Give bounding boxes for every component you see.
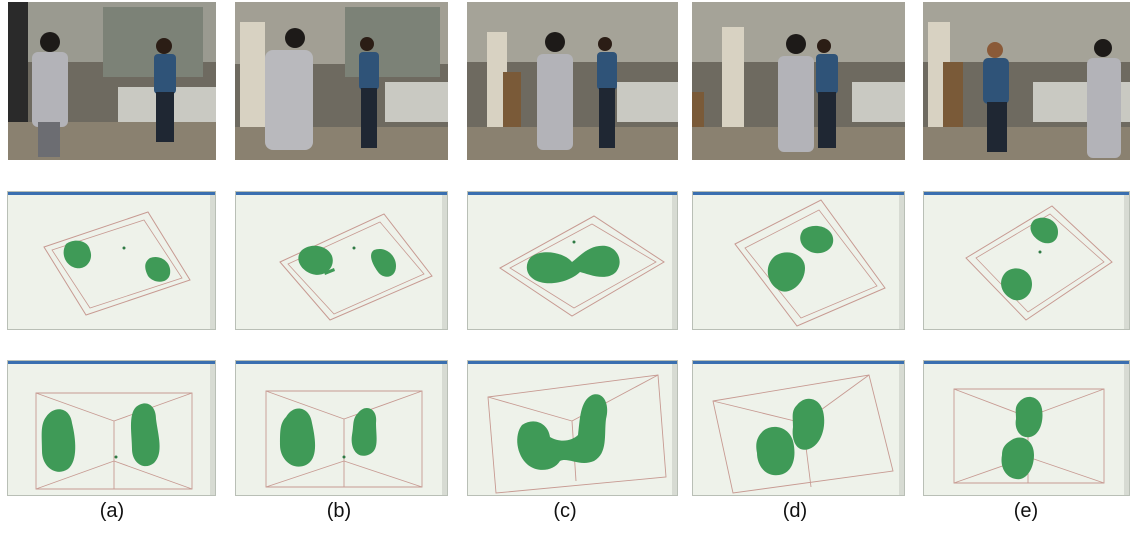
centroid-point [352,246,356,250]
bounding-box-inner [287,221,425,315]
perspective-e [923,360,1130,496]
window-scrollbar [899,364,904,495]
topview-a [7,191,216,330]
window-titlebar [468,192,677,195]
window-scrollbar [1124,364,1129,495]
person-blob [792,398,825,450]
photo-c [467,2,678,160]
perspective-a-plot [35,392,193,490]
photo-c-scene [467,2,678,160]
centroid-point [1038,250,1042,254]
caption-d: (d) [782,500,808,522]
window-scrollbar [899,195,904,329]
person-blob [1001,268,1032,301]
person-blob [371,248,396,277]
perspective-a [7,360,216,496]
caption-e: (e) [1013,500,1039,522]
topview-b-plot [279,213,433,321]
perspective-b-plot [265,390,423,488]
bounding-box-inner [509,223,657,309]
perspective-e-plot [953,388,1105,484]
topview-c [467,191,678,330]
person-blob [756,426,795,476]
window-scrollbar [210,195,215,329]
person-blob [145,256,171,282]
bounding-cube [265,390,423,488]
photo-b-scene [235,2,448,160]
window-titlebar [236,192,447,195]
perspective-d [692,360,905,496]
bounding-box [499,215,665,317]
person-blob [1015,396,1043,438]
person-blob [1001,437,1034,480]
topview-c-plot [499,215,665,317]
window-titlebar [924,361,1129,364]
photo-b [235,2,448,160]
window-titlebar [468,361,677,364]
centroid-point [342,455,346,459]
photo-d-scene [692,2,905,160]
bounding-box-inner [51,219,183,309]
topview-e-plot [965,205,1113,321]
window-scrollbar [672,195,677,329]
person-blob [280,408,316,467]
person-blob [800,225,834,254]
bounding-box [965,205,1113,321]
person-blob [298,245,333,275]
topview-d [692,191,905,330]
person-blob [351,408,377,456]
caption-b: (b) [326,500,352,522]
person-blob [526,245,620,284]
window-scrollbar [1124,195,1129,329]
perspective-c-plot [487,374,667,494]
window-titlebar [236,361,447,364]
window-scrollbar [442,364,447,495]
window-titlebar [693,361,904,364]
person-blob [41,409,76,472]
caption-a: (a) [99,500,125,522]
window-titlebar [8,192,215,195]
person-blob [63,240,92,269]
window-titlebar [924,192,1129,195]
topview-e [923,191,1130,330]
person-blob [517,394,608,470]
photo-a-scene [8,2,216,160]
centroid-point [114,455,118,459]
caption-c: (c) [553,500,577,522]
person-blob [1030,217,1058,244]
bounding-cube [35,392,193,490]
photo-a [8,2,216,160]
bounding-cube [487,374,667,494]
bounding-box-inner [744,209,878,319]
photo-d [692,2,905,160]
person-blob [131,403,160,467]
perspective-d-plot [712,374,894,494]
bounding-box [279,213,433,321]
bounding-box [734,199,886,327]
perspective-b [235,360,448,496]
window-scrollbar [210,364,215,495]
centroid-point [122,246,126,250]
window-scrollbar [672,364,677,495]
person-blob [324,268,335,275]
photo-e-scene [923,2,1130,160]
window-titlebar [8,361,215,364]
perspective-c [467,360,678,496]
person-blob [767,252,805,292]
bounding-box [43,211,191,316]
topview-a-plot [43,211,191,316]
window-titlebar [693,192,904,195]
centroid-point [572,240,576,244]
topview-d-plot [734,199,886,327]
photo-e [923,2,1130,160]
topview-b [235,191,448,330]
window-scrollbar [442,195,447,329]
